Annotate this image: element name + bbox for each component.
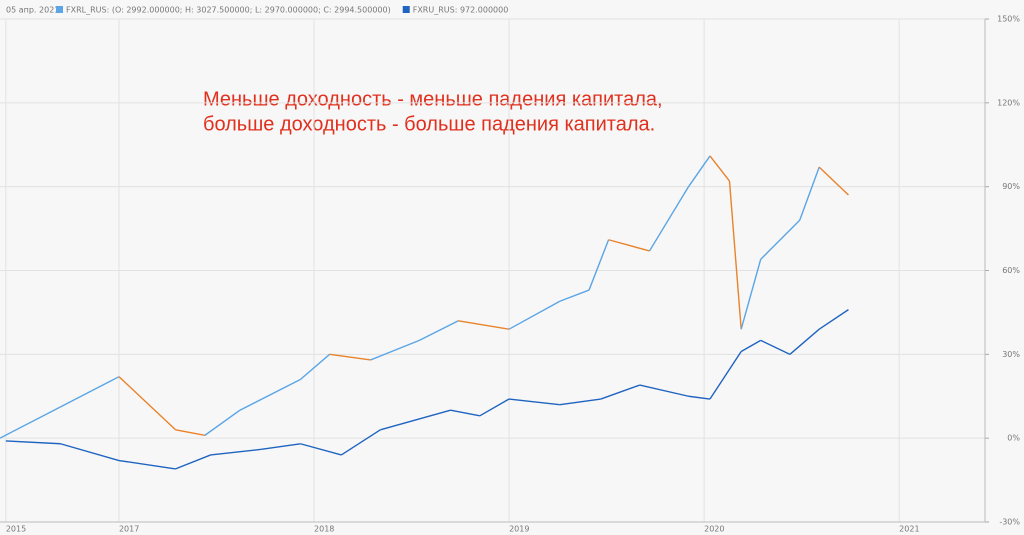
line-segment [728, 181, 742, 330]
line-segment [799, 166, 820, 221]
y-tick-label: 60% [1002, 266, 1020, 275]
line-segment [204, 409, 241, 436]
line-segment [5, 440, 61, 445]
line-segment [60, 443, 120, 462]
line-segment [300, 443, 342, 456]
x-tick-label: 2015 [6, 525, 26, 534]
line-segment [370, 339, 420, 361]
line-segment [740, 259, 762, 330]
line-segment [118, 376, 177, 431]
x-tick-label: 2020 [704, 525, 724, 534]
x-tick-label: 2018 [314, 525, 334, 534]
line-segment [419, 320, 459, 341]
line-segment [818, 166, 849, 196]
line-segment [639, 384, 689, 397]
line-segment [118, 459, 176, 470]
line-segment [688, 395, 711, 400]
line-segment [709, 351, 742, 400]
legend-label: FXRL_RUS: (O: 2992.000000; H: 3027.50000… [66, 6, 391, 15]
line-segment [789, 328, 820, 355]
line-segment [559, 289, 590, 302]
annotation: Меньше доходность - меньше падения капит… [203, 88, 663, 110]
line-segment [648, 186, 690, 252]
legend-swatch [402, 6, 410, 13]
line-segment [175, 429, 205, 437]
line-segment [509, 398, 560, 406]
line-segment [261, 443, 301, 451]
line-segment [608, 239, 650, 252]
y-tick-label: 120% [997, 98, 1020, 107]
line-segment [340, 429, 381, 456]
y-tick-label: -30% [999, 518, 1020, 527]
line-segment [709, 155, 731, 182]
y-tick-label: 150% [997, 15, 1020, 24]
line-segment [0, 376, 120, 439]
line-segment [380, 409, 451, 431]
line-segment [740, 339, 762, 353]
line-segment [329, 353, 371, 361]
legend-swatch [56, 6, 63, 13]
line-segment [559, 398, 601, 406]
y-tick-label: 30% [1002, 350, 1020, 359]
line-segment [508, 300, 561, 330]
line-segment [600, 384, 640, 400]
line-segment [239, 378, 301, 411]
line-segment [175, 454, 211, 470]
x-tick-label: 2021 [899, 525, 919, 534]
line-segment [687, 155, 711, 188]
line-segment [458, 320, 510, 330]
legend-label: FXRU_RUS: 972.000000 [413, 6, 509, 15]
line-segment [760, 219, 801, 260]
line-segment [760, 339, 791, 355]
line-segment [588, 239, 610, 291]
line-segment [299, 353, 331, 381]
line-segment [210, 448, 262, 456]
y-tick-label: 0% [1007, 434, 1020, 443]
y-tick-label: 90% [1002, 182, 1020, 191]
x-tick-label: 2019 [509, 525, 529, 534]
x-tick-label: 2017 [119, 525, 139, 534]
date-label: 05 апр. 2021 [6, 6, 59, 15]
line-segment [479, 398, 510, 417]
annotation: больше доходность - больше падения капит… [203, 113, 655, 135]
line-segment [450, 409, 480, 417]
line-segment [818, 309, 849, 330]
